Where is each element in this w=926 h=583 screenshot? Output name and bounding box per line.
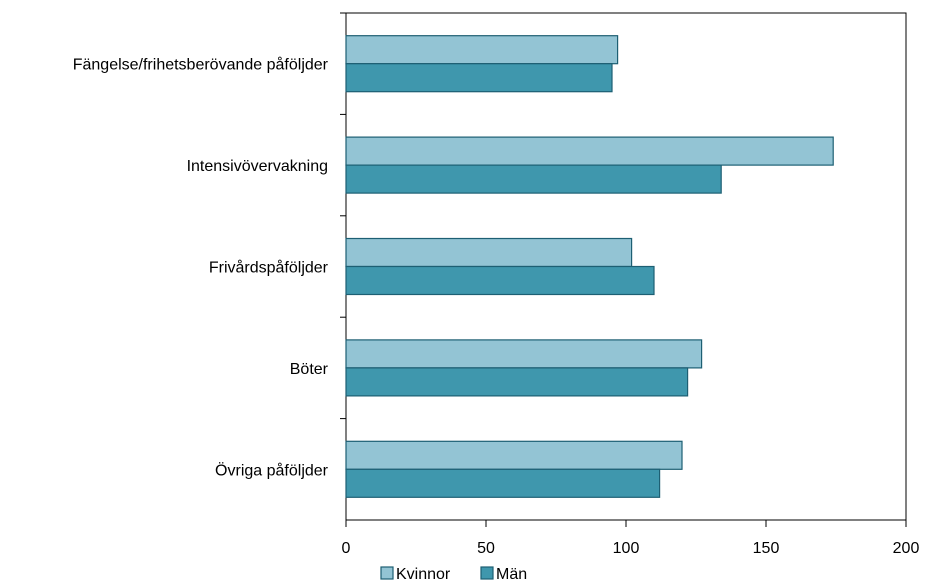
bar-kvinnor-0 (345, 35, 619, 65)
x-tick-label: 50 (477, 540, 495, 557)
x-tick-label: 150 (753, 540, 780, 557)
bar-man-1 (345, 164, 722, 194)
plot-area: Fängelse/frihetsberövande påföljder Inten… (73, 12, 920, 557)
bar-kvinnor-1 (345, 136, 834, 166)
x-axis-ticks: 0 50 100 150 200 (342, 520, 920, 557)
bar-man-4 (345, 468, 661, 498)
x-tick-label: 0 (342, 540, 351, 557)
legend-swatch-man (480, 566, 494, 580)
bar-man-3 (345, 367, 689, 397)
bar-kvinnor-4 (345, 440, 683, 470)
category-label: Intensivövervakning (187, 158, 328, 175)
bar-man-0 (345, 63, 613, 93)
legend-label-kvinnor: Kvinnor (396, 566, 451, 583)
x-tick-label: 100 (613, 540, 640, 557)
category-label: Böter (290, 361, 329, 378)
legend-label-man: Män (496, 566, 527, 583)
bar-kvinnor-2 (345, 237, 633, 268)
bars-layer (345, 35, 834, 498)
bar-man-2 (345, 265, 655, 296)
category-labels: Fängelse/frihetsberövande påföljder Inten… (73, 12, 346, 479)
legend: Kvinnor Män (380, 566, 527, 583)
category-label: Övriga påföljder (215, 461, 329, 479)
category-label: Frivårdspåföljder (209, 259, 329, 277)
legend-swatch-kvinnor (380, 566, 394, 580)
x-tick-label: 200 (893, 540, 920, 557)
bar-kvinnor-3 (345, 339, 703, 369)
category-label: Fängelse/frihetsberövande påföljder (73, 56, 329, 74)
